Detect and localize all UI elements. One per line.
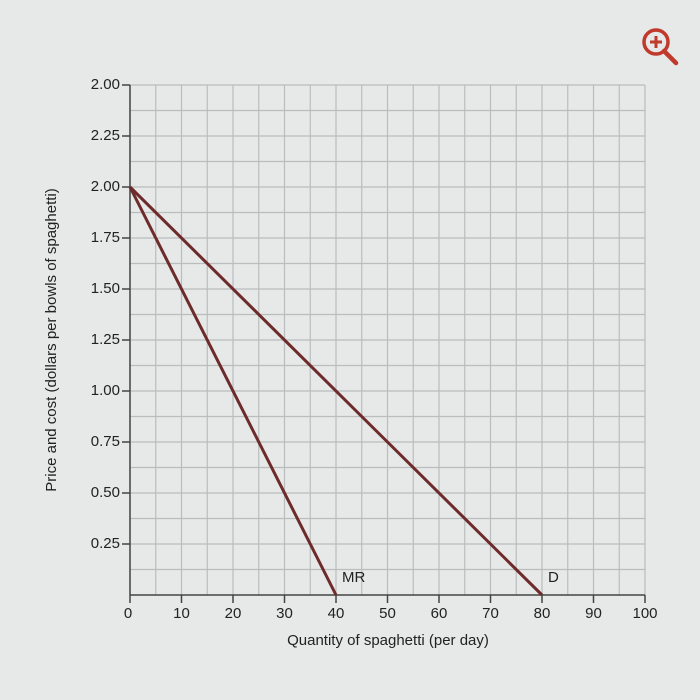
- series-line: [128, 186, 338, 596]
- y-tick-label: 1.75: [91, 229, 120, 246]
- x-tick-label: 0: [124, 605, 132, 622]
- x-tick-label: 40: [328, 605, 345, 622]
- zoom-handle[interactable]: [661, 48, 679, 66]
- x-tick-label: 70: [482, 605, 499, 622]
- zoom-lens[interactable]: [642, 28, 670, 56]
- y-tick-label: 0.25: [91, 535, 120, 552]
- y-tick-label: 0.50: [91, 484, 120, 501]
- x-tick-label: 60: [431, 605, 448, 622]
- x-tick-label: 10: [173, 605, 190, 622]
- x-tick-label: 50: [379, 605, 396, 622]
- y-axis-label: Price and cost (dollars per bowls of spa…: [43, 188, 60, 491]
- zoom-icon[interactable]: [642, 28, 679, 66]
- x-tick-label: 90: [585, 605, 602, 622]
- y-tick-label: 1.25: [91, 331, 120, 348]
- x-axis-label: Quantity of spaghetti (per day): [287, 632, 489, 649]
- x-tick-label: 30: [276, 605, 293, 622]
- y-tick-label: 2.25: [91, 127, 120, 144]
- series-line: [128, 185, 544, 597]
- x-tick-label: 20: [225, 605, 242, 622]
- series-label: D: [548, 569, 559, 586]
- y-tick-label: 1.50: [91, 280, 120, 297]
- x-tick-label: 100: [632, 605, 657, 622]
- x-tick-label: 80: [534, 605, 551, 622]
- y-tick-label: 2.00: [91, 178, 120, 195]
- y-tick-label: 0.75: [91, 433, 120, 450]
- series-label: MR: [342, 569, 365, 586]
- y-tick-label: 1.00: [91, 382, 120, 399]
- y-tick-label: 2.00: [91, 76, 120, 93]
